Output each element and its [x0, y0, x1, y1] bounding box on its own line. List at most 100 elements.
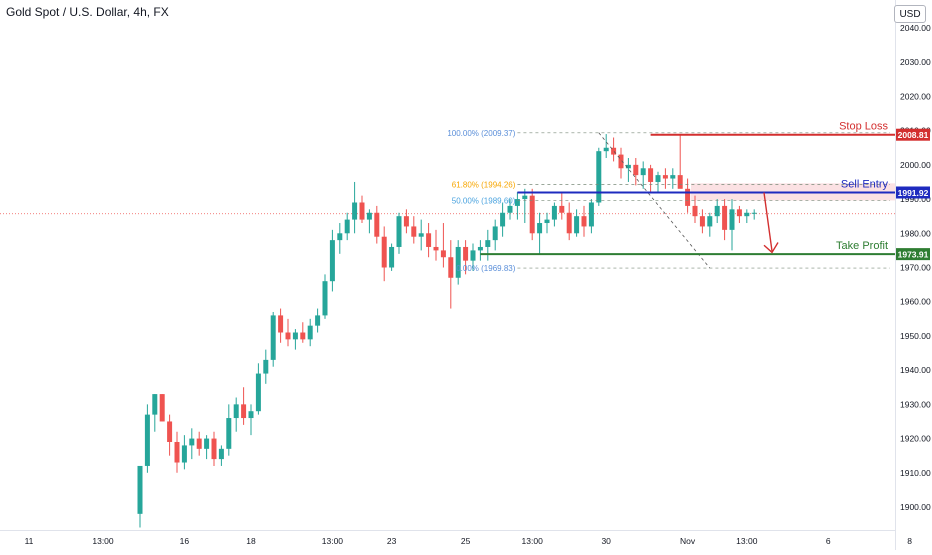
candle-body[interactable]: [196, 438, 202, 449]
x-tick-label: 16: [180, 536, 190, 546]
candle-body[interactable]: [374, 212, 380, 237]
candle-body[interactable]: [581, 216, 587, 227]
candle-body[interactable]: [285, 332, 291, 340]
candle-body[interactable]: [241, 404, 247, 419]
x-tick-label: 13:00: [322, 536, 344, 546]
candle-body[interactable]: [648, 168, 654, 182]
candle-body[interactable]: [248, 411, 254, 419]
candle-body[interactable]: [396, 216, 402, 247]
candle-body[interactable]: [729, 209, 735, 230]
candle-body[interactable]: [263, 359, 269, 374]
candle-body[interactable]: [233, 404, 239, 419]
currency-button[interactable]: USD: [894, 5, 926, 23]
candle-body[interactable]: [633, 164, 639, 176]
candle-body[interactable]: [551, 205, 557, 220]
fib-level-label: 100.00% (2009.37): [447, 129, 515, 138]
candle-body[interactable]: [574, 216, 580, 234]
candle-body[interactable]: [751, 212, 757, 214]
y-tick-label: 2030.00: [900, 57, 931, 67]
candle-body[interactable]: [403, 216, 409, 227]
candle-body[interactable]: [685, 188, 691, 206]
candle-body[interactable]: [418, 233, 424, 237]
candle-body[interactable]: [218, 448, 224, 460]
candle-body[interactable]: [270, 315, 276, 360]
sell-arrow-head: [763, 242, 779, 254]
candle-body[interactable]: [255, 373, 261, 412]
candle-body[interactable]: [699, 216, 705, 227]
candle-body[interactable]: [329, 240, 335, 282]
candle-body[interactable]: [662, 175, 668, 179]
candle-body[interactable]: [500, 212, 506, 227]
candle-body[interactable]: [315, 315, 321, 326]
candle-body[interactable]: [411, 226, 417, 237]
candle-body[interactable]: [544, 219, 550, 224]
candle-body[interactable]: [292, 332, 298, 340]
candle-body[interactable]: [522, 195, 528, 200]
candle-body[interactable]: [618, 154, 624, 169]
candle-body[interactable]: [566, 212, 572, 234]
candle-body[interactable]: [744, 212, 750, 217]
candle-body[interactable]: [181, 445, 187, 463]
candle-body[interactable]: [463, 246, 469, 261]
candle-body[interactable]: [322, 281, 328, 316]
candle-body[interactable]: [337, 233, 343, 241]
candle-body[interactable]: [389, 246, 395, 268]
candle-body[interactable]: [352, 202, 358, 220]
candle-body[interactable]: [381, 236, 387, 268]
candle-body[interactable]: [211, 438, 217, 460]
candle-body[interactable]: [366, 212, 372, 220]
candle-body[interactable]: [670, 175, 676, 179]
fib-trendline: [598, 132, 711, 269]
candle-body[interactable]: [655, 175, 661, 182]
candle-body[interactable]: [514, 199, 520, 206]
candle-body[interactable]: [189, 438, 195, 446]
candle-body[interactable]: [736, 209, 742, 217]
candle-body[interactable]: [226, 418, 232, 449]
candle-body[interactable]: [722, 205, 728, 230]
candle-body[interactable]: [144, 414, 150, 466]
candle-body[interactable]: [440, 250, 446, 258]
candle-body[interactable]: [167, 421, 173, 442]
candle-body[interactable]: [677, 175, 683, 189]
candle-body[interactable]: [611, 147, 617, 155]
candle-body[interactable]: [448, 257, 454, 278]
candle-body[interactable]: [307, 325, 313, 340]
candle-body[interactable]: [174, 441, 180, 463]
candle-body[interactable]: [477, 246, 483, 251]
candle-body[interactable]: [692, 205, 698, 217]
chart-title: Gold Spot / U.S. Dollar, 4h, FX: [6, 5, 169, 19]
candle-body[interactable]: [470, 250, 476, 261]
candle-body[interactable]: [603, 147, 609, 152]
candle-body[interactable]: [359, 202, 365, 220]
candle-body[interactable]: [152, 394, 158, 415]
candle-body[interactable]: [204, 438, 210, 449]
candle-body[interactable]: [485, 240, 491, 247]
candle-body[interactable]: [588, 202, 594, 227]
level-price-tag: [896, 248, 930, 261]
candle-body[interactable]: [433, 246, 439, 251]
fib-level-label: 0.00% (1969.83): [456, 264, 515, 273]
x-tick-label: 6: [826, 536, 831, 546]
candle-body[interactable]: [455, 246, 461, 278]
candle-body[interactable]: [596, 151, 602, 203]
candle-body[interactable]: [426, 233, 432, 247]
candle-body[interactable]: [640, 168, 646, 176]
x-tick-label: 8: [907, 536, 912, 546]
candle-body[interactable]: [300, 332, 306, 340]
candle-body[interactable]: [625, 164, 631, 169]
x-tick-label: 25: [461, 536, 471, 546]
candle-body[interactable]: [344, 219, 350, 234]
candle-body[interactable]: [559, 205, 565, 213]
candle-body[interactable]: [537, 223, 543, 234]
candle-body[interactable]: [714, 205, 720, 217]
x-tick-label: 11: [25, 536, 34, 546]
candle-body[interactable]: [707, 216, 713, 227]
candle-body[interactable]: [137, 465, 143, 514]
candle-body[interactable]: [507, 205, 513, 213]
candle-body[interactable]: [529, 195, 535, 234]
candle-body[interactable]: [492, 226, 498, 241]
candle-body[interactable]: [159, 394, 165, 422]
candle-body[interactable]: [278, 315, 284, 333]
